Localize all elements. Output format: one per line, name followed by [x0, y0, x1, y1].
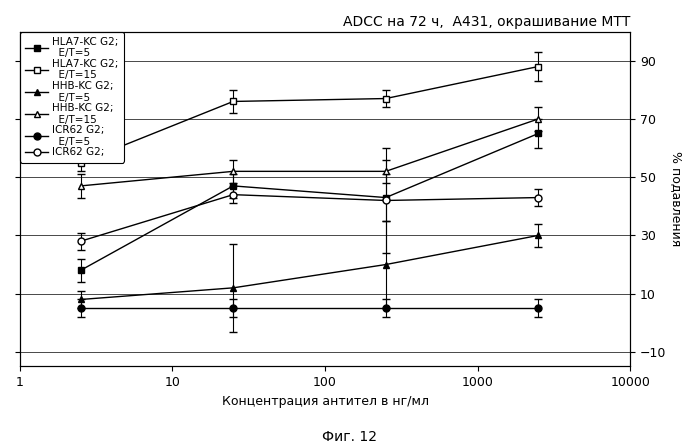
X-axis label: Концентрация антител в нг/мл: Концентрация антител в нг/мл	[221, 395, 429, 408]
Text: Фиг. 12: Фиг. 12	[322, 429, 376, 444]
Legend: HLA7-KC G2;
  E/T=5, HLA7-KC G2;
  E/T=15, HHB-KC G2;
  E/T=5, HHB-KC G2;
  E/T=: HLA7-KC G2; E/T=5, HLA7-KC G2; E/T=15, H…	[20, 32, 124, 162]
Text: ADCC на 72 ч,  А431, окрашивание МТТ: ADCC на 72 ч, А431, окрашивание МТТ	[343, 15, 630, 29]
Y-axis label: % подавления: % подавления	[670, 151, 683, 247]
